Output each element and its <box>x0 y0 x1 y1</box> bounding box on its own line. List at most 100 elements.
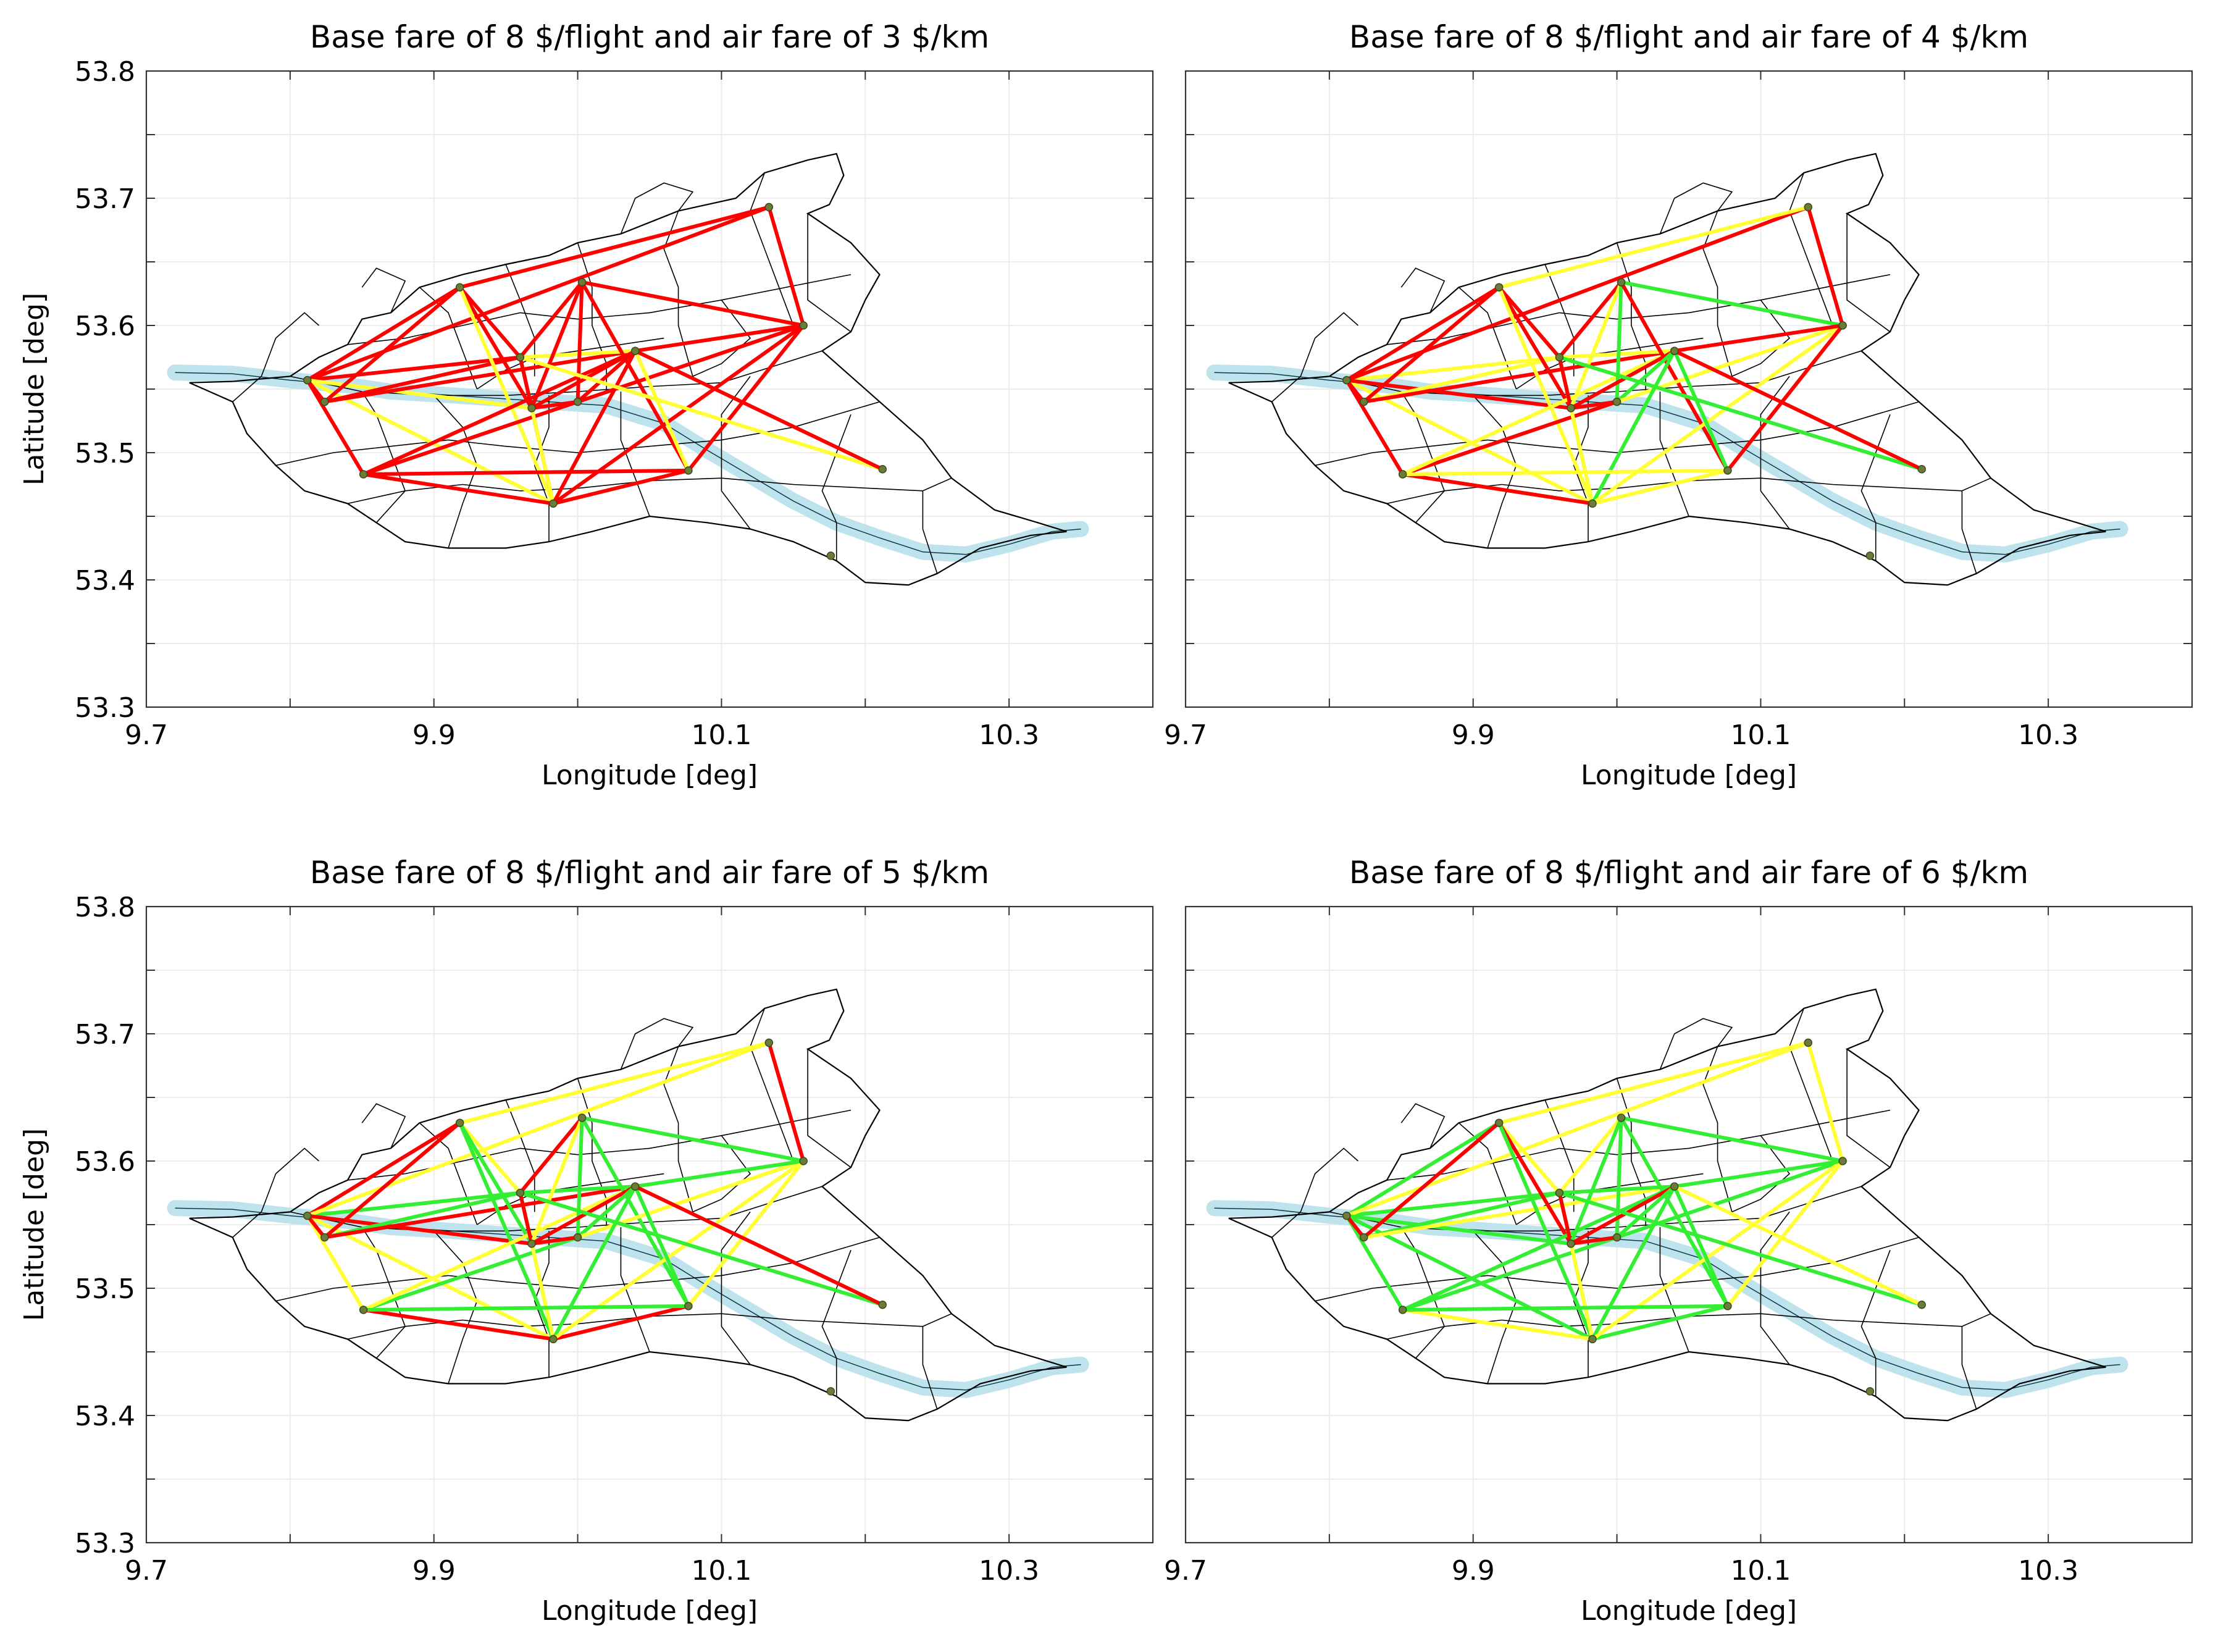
route-red <box>767 205 806 327</box>
vertiport-marker <box>516 1188 525 1197</box>
route-yellow <box>458 285 555 506</box>
x-tick-label: 9.7 <box>1164 719 1207 751</box>
route-green <box>1497 1121 1594 1341</box>
route-red <box>1619 280 1730 472</box>
district-boundary <box>1789 172 1833 326</box>
route-yellow <box>1362 1184 1676 1239</box>
district-boundary <box>1731 300 1791 377</box>
district-boundary <box>620 182 694 234</box>
district-boundary <box>1386 274 1891 345</box>
route-green <box>1590 1304 1730 1341</box>
route-red <box>580 280 806 327</box>
route-green <box>575 1184 637 1239</box>
vertiport-marker <box>549 1335 558 1344</box>
route-green <box>1400 1184 1676 1312</box>
route-red <box>575 349 637 404</box>
district-boundary <box>1573 395 1589 542</box>
district-boundary <box>1271 312 1358 403</box>
x-tick-label: 10.3 <box>979 1555 1039 1587</box>
route-red <box>518 280 584 359</box>
district-boundary <box>821 414 852 561</box>
district-boundary <box>361 267 406 313</box>
district-boundary <box>821 1249 852 1397</box>
district-boundary <box>1400 1103 1446 1149</box>
vertiport-marker <box>1342 1211 1351 1220</box>
y-tick-label: 53.8 <box>75 892 135 923</box>
route-yellow <box>686 1159 806 1308</box>
x-tick-label: 9.7 <box>125 719 168 751</box>
chart-title: Base fare of 8 $/flight and air fare of … <box>310 19 989 55</box>
district-boundary <box>692 300 751 377</box>
vertiport-marker <box>1617 278 1626 287</box>
route-green <box>1344 1214 1405 1312</box>
route-red <box>518 355 534 410</box>
vertiport-marker <box>1723 1302 1732 1310</box>
district-boundary <box>620 1018 694 1070</box>
route-red <box>458 205 771 290</box>
route-red <box>322 1184 637 1239</box>
route-red <box>1497 1121 1573 1246</box>
vertiport-marker <box>527 404 536 413</box>
route-yellow <box>1569 1241 1594 1341</box>
route-red <box>458 285 522 359</box>
vertiport-marker <box>1804 203 1813 212</box>
vertiport-marker <box>1917 1301 1926 1309</box>
vertiport-marker <box>799 1157 808 1165</box>
vertiport-marker <box>1398 470 1407 479</box>
district-boundary <box>1760 1211 1790 1365</box>
route-red <box>305 378 327 404</box>
route-green <box>1619 1115 1845 1163</box>
route-green <box>1400 1304 1730 1312</box>
chart-title: Base fare of 8 $/flight and air fare of … <box>310 855 989 891</box>
route-yellow <box>1362 355 1562 404</box>
x-tick-label: 10.1 <box>691 1555 751 1587</box>
route-yellow <box>1590 468 1730 506</box>
route-red <box>551 324 806 506</box>
vertiport-marker <box>684 1302 693 1310</box>
route-green <box>1590 349 1676 506</box>
route-green <box>1400 1235 1619 1312</box>
vertiport-marker <box>630 346 640 355</box>
route-red <box>305 1214 327 1239</box>
district-boundary <box>750 1008 794 1162</box>
route-green <box>580 1115 806 1163</box>
route-green <box>305 1191 522 1218</box>
y-tick-label: 53.5 <box>75 438 135 469</box>
route-yellow <box>1344 378 1594 506</box>
route-green <box>322 1191 522 1239</box>
route-red <box>1344 285 1501 382</box>
chart-title: Base fare of 8 $/flight and air fare of … <box>1349 19 2028 55</box>
y-tick-label: 53.7 <box>75 1019 135 1050</box>
route-red <box>1569 349 1676 410</box>
x-tick-label: 9.9 <box>412 719 456 751</box>
route-yellow <box>530 1241 555 1341</box>
route-red <box>1672 349 1924 471</box>
district-boundary <box>1731 1135 1791 1213</box>
route-red <box>322 285 462 404</box>
route-yellow <box>1400 349 1676 477</box>
route-yellow <box>1497 1041 1810 1125</box>
route-yellow <box>1806 1041 1845 1163</box>
route-red <box>1497 285 1573 410</box>
route-red <box>530 280 584 410</box>
route-red <box>686 324 806 472</box>
district-boundary <box>1386 1109 1891 1181</box>
chart-panel-4: 9.7 9.9 10.1 10.3 Longitude [deg] Base fare o… <box>1164 855 2193 1627</box>
route-yellow <box>1497 285 1594 506</box>
x-tick-label: 10.3 <box>2018 1555 2078 1587</box>
district-boundary <box>361 391 406 523</box>
route-yellow <box>530 406 555 506</box>
route-red <box>1362 349 1676 404</box>
vertiport-marker <box>764 203 774 212</box>
district-boundary <box>361 1103 406 1149</box>
x-tick-label: 10.1 <box>691 719 751 751</box>
route-green <box>1672 1184 1730 1308</box>
vertiport-marker <box>684 466 693 475</box>
district-boundary <box>232 312 319 403</box>
y-tick-label: 53.8 <box>75 56 135 88</box>
route-yellow <box>458 1121 522 1195</box>
route-red <box>1672 324 1845 353</box>
route-red <box>1344 378 1405 477</box>
y-tick-label: 53.3 <box>75 692 135 724</box>
vertiport-marker <box>1612 397 1622 406</box>
